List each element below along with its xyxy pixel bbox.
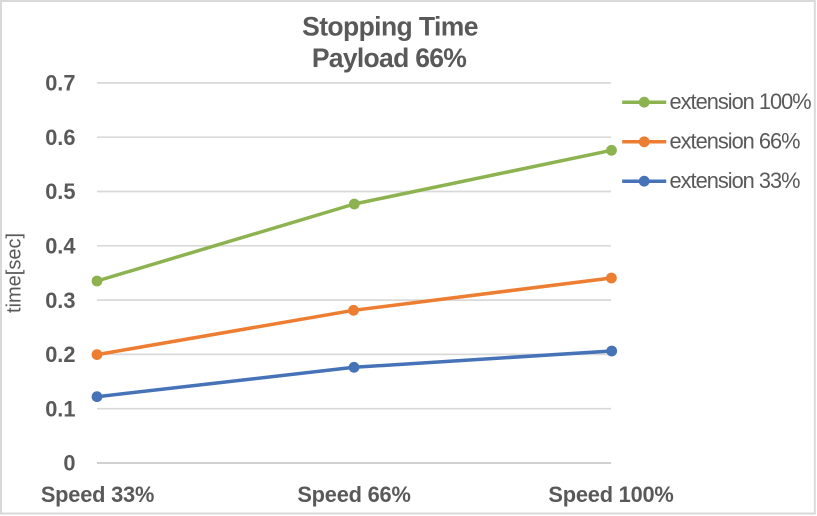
svg-text:extension 33%: extension 33% [670,168,801,193]
svg-text:0.2: 0.2 [45,342,75,367]
svg-text:Speed 100%: Speed 100% [548,482,673,507]
svg-text:extension 66%: extension 66% [670,129,801,154]
svg-text:0.6: 0.6 [45,125,75,150]
svg-text:0.7: 0.7 [45,71,75,96]
svg-text:Stopping Time: Stopping Time [302,12,478,42]
svg-text:Speed 33%: Speed 33% [41,482,154,507]
svg-text:0: 0 [63,451,75,476]
svg-text:Speed 66%: Speed 66% [297,482,410,507]
svg-text:0.5: 0.5 [45,179,75,204]
svg-text:time[sec]: time[sec] [4,233,26,313]
svg-text:0.1: 0.1 [45,396,75,421]
svg-text:0.3: 0.3 [45,288,75,313]
svg-text:Payload 66%: Payload 66% [312,43,466,73]
svg-text:extension 100%: extension 100% [670,89,812,114]
svg-text:0.4: 0.4 [45,234,75,259]
